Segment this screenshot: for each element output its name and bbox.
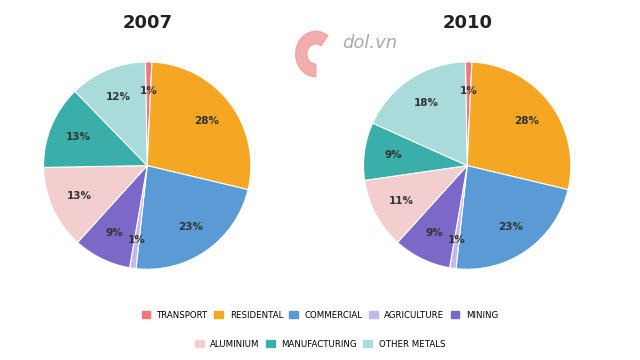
Wedge shape <box>147 62 251 190</box>
Wedge shape <box>364 123 467 180</box>
Text: 1%: 1% <box>460 86 477 96</box>
Text: 23%: 23% <box>498 222 523 231</box>
Legend: TRANSPORT, RESIDENTAL, COMMERCIAL, AGRICULTURE, MINING: TRANSPORT, RESIDENTAL, COMMERCIAL, AGRIC… <box>138 307 502 323</box>
Text: 9%: 9% <box>106 228 124 238</box>
Legend: ALUMINIUM, MANUFACTURING, OTHER METALS: ALUMINIUM, MANUFACTURING, OTHER METALS <box>191 336 449 352</box>
Title: 2010: 2010 <box>442 14 492 32</box>
Wedge shape <box>77 166 147 268</box>
Wedge shape <box>129 166 147 269</box>
Text: 1%: 1% <box>140 86 157 96</box>
Text: 13%: 13% <box>67 192 92 202</box>
Wedge shape <box>467 62 571 190</box>
Text: 23%: 23% <box>178 222 203 231</box>
Text: 1%: 1% <box>128 234 146 244</box>
Title: 2007: 2007 <box>122 14 172 32</box>
Wedge shape <box>365 166 467 242</box>
Wedge shape <box>456 166 568 269</box>
Text: 11%: 11% <box>388 195 414 206</box>
Text: 28%: 28% <box>515 116 540 126</box>
Wedge shape <box>145 62 152 166</box>
Wedge shape <box>136 166 248 269</box>
Text: dol.vn: dol.vn <box>342 34 397 52</box>
Wedge shape <box>44 166 147 242</box>
Text: 18%: 18% <box>413 98 438 108</box>
Wedge shape <box>75 62 147 166</box>
Text: 9%: 9% <box>426 228 444 238</box>
Wedge shape <box>397 166 467 268</box>
Text: 9%: 9% <box>385 150 402 160</box>
Text: 12%: 12% <box>106 92 131 102</box>
Text: 1%: 1% <box>448 234 466 244</box>
Text: 13%: 13% <box>66 132 91 142</box>
Text: 28%: 28% <box>195 116 220 126</box>
Wedge shape <box>449 166 467 269</box>
Wedge shape <box>44 91 147 167</box>
Wedge shape <box>372 62 467 166</box>
Polygon shape <box>296 31 328 77</box>
Wedge shape <box>465 62 472 166</box>
